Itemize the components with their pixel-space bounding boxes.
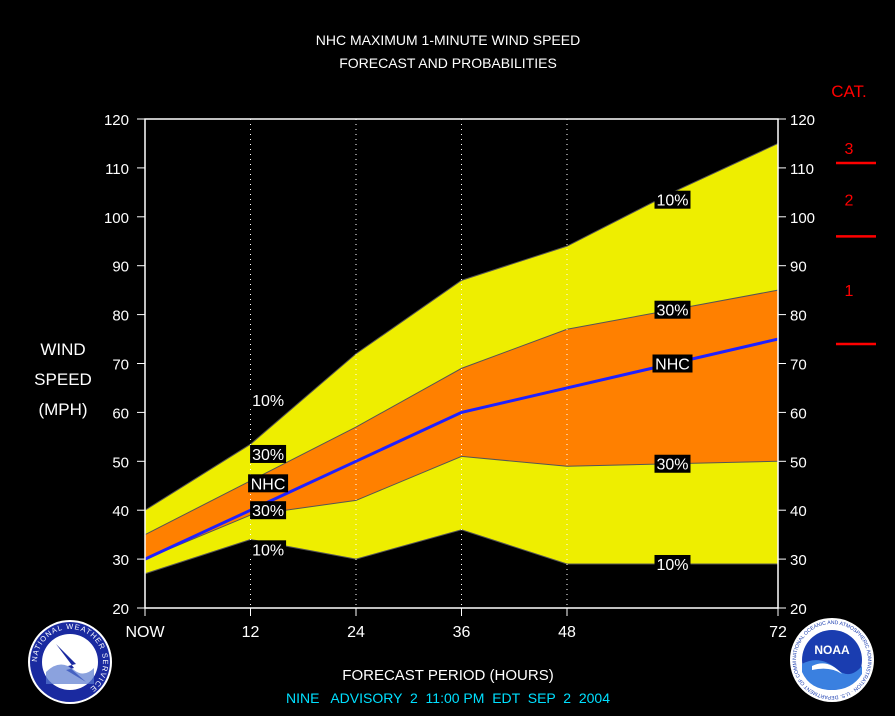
y-axis-label-line-2: SPEED [34, 370, 92, 389]
x-tick-label: NOW [125, 624, 165, 641]
y-tick-label-left: 40 [112, 503, 129, 520]
y-tick-label-right: 110 [790, 161, 814, 178]
x-tick-label: 12 [242, 624, 260, 641]
category-label: 3 [845, 141, 854, 158]
band-label: NHC [652, 354, 693, 374]
y-tick-label-left: 50 [112, 454, 129, 471]
band-label-box [250, 444, 287, 463]
band-label-text: 30% [252, 447, 284, 464]
band-label-text: 30% [656, 303, 688, 320]
band-label: 10% [250, 540, 287, 559]
band-label-text: NHC [655, 357, 690, 374]
x-tick-label: 48 [558, 624, 576, 641]
band-label-box [248, 474, 289, 493]
band-label: 30% [250, 501, 287, 520]
x-tick-label: 36 [453, 624, 471, 641]
band-label-text: NHC [251, 476, 286, 493]
nws-lightning-icon [56, 644, 86, 682]
band-label-box [250, 501, 287, 520]
y-tick-label-right: 80 [790, 308, 807, 325]
band-label-text: 10% [656, 557, 688, 574]
band-label: NHC [248, 474, 289, 493]
y-tick-label-right: 40 [790, 503, 807, 520]
category-scale-title: CAT. [831, 82, 867, 101]
category-scale: 3 2 1 [836, 141, 876, 346]
y-tick-label-left: 120 [104, 112, 129, 129]
y-tick-label-right: 120 [790, 112, 815, 129]
y-tick-label-left: 20 [112, 601, 129, 618]
y-tick-label-right: 20 [790, 601, 807, 618]
band-label-text: 30% [656, 457, 688, 474]
y-tick-label-left: 100 [104, 210, 129, 227]
noaa-logo-center-text: NOAA [814, 643, 850, 657]
x-tick-label: 24 [347, 624, 365, 641]
band-label-text: 10% [252, 542, 284, 559]
band-label: 10% [654, 554, 691, 574]
noaa-bird-icon [812, 663, 842, 674]
band-label: 30% [250, 444, 287, 464]
y-tick-label-right: 50 [790, 454, 807, 471]
y-tick-label-right: 60 [790, 405, 807, 422]
y-tick-label-left: 60 [112, 405, 129, 422]
x-axis-label: FORECAST PERIOD (HOURS) [342, 667, 553, 684]
y-tick-label-left: 30 [112, 552, 129, 569]
noaa-logo: NOAA NATIONAL OCEANIC AND ATMOSPHERIC AD… [790, 618, 874, 702]
y-tick-label-left: 90 [112, 259, 129, 276]
category-label: 2 [845, 193, 854, 210]
band-label: 30% [654, 300, 691, 320]
y-axis-label-line-1: WIND [40, 340, 85, 359]
nws-logo: NATIONAL WEATHER SERVICE [28, 620, 112, 704]
band-label-box [654, 554, 691, 573]
band-label-box [250, 391, 287, 410]
band-label: 10% [250, 391, 287, 410]
category-label: 1 [845, 283, 854, 300]
y-tick-label-left: 110 [105, 161, 129, 178]
x-tick-label: 72 [769, 624, 787, 641]
band-label: 30% [654, 454, 691, 474]
advisory-footer: NINE ADVISORY 2 11:00 PM EDT SEP 2 2004 [286, 690, 610, 706]
chart-subtitle: FORECAST AND PROBABILITIES [339, 55, 557, 71]
y-tick-label-right: 30 [790, 552, 807, 569]
chart-title: NHC MAXIMUM 1-MINUTE WIND SPEED [316, 32, 580, 48]
band-label-box [250, 540, 287, 559]
band-label-text: 10% [252, 393, 284, 410]
y-tick-label-left: 70 [112, 357, 129, 374]
band-label-text: 10% [656, 193, 688, 210]
band-label-box [652, 354, 693, 373]
plot-area: 20 20 30 30 40 40 50 50 60 60 70 70 80 80 90 90 100 100 11… [104, 112, 815, 641]
band-label: 10% [654, 190, 691, 210]
y-axis-label-line-3: (MPH) [38, 400, 87, 419]
band-label-box [654, 454, 691, 473]
y-tick-label-right: 90 [790, 259, 807, 276]
band-label-box [654, 190, 691, 209]
y-tick-label-left: 80 [112, 308, 129, 325]
y-tick-label-right: 70 [790, 357, 807, 374]
band-label-box [654, 300, 691, 319]
band-label-text: 30% [252, 503, 284, 520]
y-tick-label-right: 100 [790, 210, 815, 227]
